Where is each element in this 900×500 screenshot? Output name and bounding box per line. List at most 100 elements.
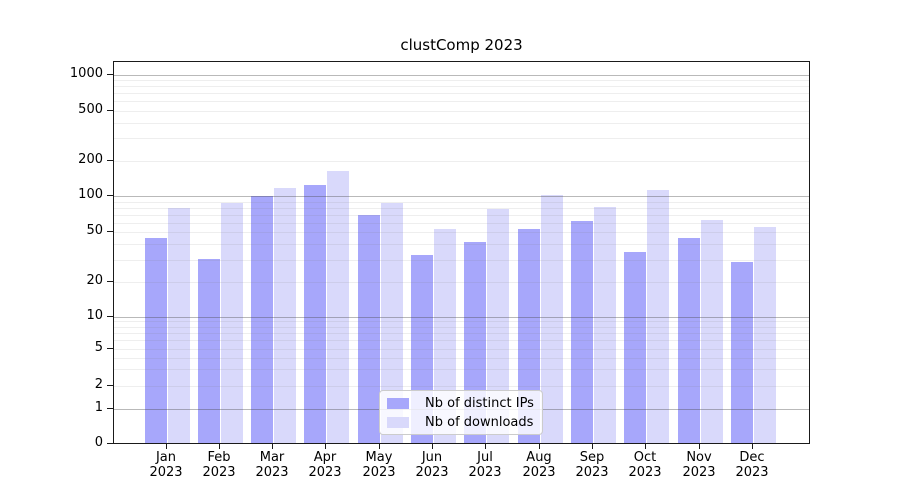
- x-tick-year: 2023: [202, 465, 236, 480]
- gridline-80: [114, 208, 809, 209]
- y-tick-mark-1000: [107, 74, 113, 75]
- x-tick-mark-feb-2023: [219, 444, 220, 449]
- legend-swatch-downloads: [387, 416, 409, 428]
- x-tick-mark-aug-2023: [539, 444, 540, 449]
- gridline-500: [114, 111, 809, 112]
- x-tick-month: Sep: [579, 450, 605, 465]
- y-tick-label-2: 2: [94, 377, 103, 392]
- gridline-900: [114, 80, 809, 81]
- x-tick-label-oct-2023: Oct 2023: [610, 450, 680, 480]
- x-tick-label-jan-2023: Jan 2023: [131, 450, 201, 480]
- x-tick-label-sep-2023: Sep 2023: [557, 450, 627, 480]
- gridline-5: [114, 349, 809, 350]
- x-tick-label-aug-2023: Aug 2023: [504, 450, 574, 480]
- y-tick-label-5: 5: [94, 340, 103, 355]
- gridline-1000: [114, 75, 809, 76]
- bar-downloads-nov-2023: [700, 219, 723, 443]
- bar-downloads-mar-2023: [274, 187, 297, 443]
- gridline-10: [114, 317, 809, 318]
- bar-downloads-jun-2023: [434, 228, 457, 443]
- bar-ips-nov-2023: [677, 237, 700, 443]
- bar-ips-feb-2023: [197, 258, 220, 443]
- gridline-800: [114, 86, 809, 87]
- bar-downloads-dec-2023: [753, 226, 776, 443]
- bar-downloads-oct-2023: [647, 189, 670, 443]
- y-tick-label-100: 100: [78, 187, 103, 202]
- legend-item-downloads: Nb of downloads: [387, 415, 542, 430]
- y-tick-label-200: 200: [78, 152, 103, 167]
- gridline-9: [114, 321, 809, 322]
- y-tick-mark-1: [107, 408, 113, 409]
- legend-item-distinct-ips: Nb of distinct IPs: [387, 396, 542, 411]
- x-tick-year: 2023: [415, 465, 449, 480]
- x-tick-year: 2023: [362, 465, 396, 480]
- x-tick-mark-nov-2023: [699, 444, 700, 449]
- x-tick-mark-oct-2023: [645, 444, 646, 449]
- gridline-8: [114, 327, 809, 328]
- x-tick-month: Nov: [686, 450, 712, 465]
- x-tick-month: Oct: [633, 450, 657, 465]
- x-tick-label-mar-2023: Mar 2023: [237, 450, 307, 480]
- gridline-2: [114, 386, 809, 387]
- x-tick-mark-jul-2023: [485, 444, 486, 449]
- bar-downloads-sep-2023: [594, 206, 616, 443]
- legend-swatch-distinct-ips: [387, 397, 409, 409]
- x-tick-month: Aug: [526, 450, 552, 465]
- y-tick-label-50: 50: [86, 223, 103, 238]
- gridline-3: [114, 369, 809, 370]
- x-tick-year: 2023: [735, 465, 769, 480]
- x-tick-year: 2023: [575, 465, 609, 480]
- gridline-30: [114, 260, 809, 261]
- legend-label-distinct-ips: Nb of distinct IPs: [425, 395, 534, 411]
- gridline-20: [114, 282, 809, 283]
- x-tick-mark-apr-2023: [325, 444, 326, 449]
- gridline-100: [114, 196, 809, 197]
- gridline-50: [114, 232, 809, 233]
- legend: Nb of distinct IPs Nb of downloads: [379, 390, 543, 435]
- y-tick-label-10: 10: [86, 308, 103, 323]
- bar-ips-mar-2023: [251, 196, 274, 443]
- y-tick-label-0: 0: [94, 435, 103, 450]
- gridline-400: [114, 123, 809, 124]
- gridline-40: [114, 244, 809, 245]
- x-tick-month: Feb: [207, 450, 231, 465]
- y-tick-mark-5: [107, 348, 113, 349]
- x-tick-year: 2023: [682, 465, 716, 480]
- x-tick-mark-sep-2023: [592, 444, 593, 449]
- bar-downloads-jul-2023: [487, 209, 510, 443]
- gridline-600: [114, 101, 809, 102]
- x-tick-label-apr-2023: Apr 2023: [290, 450, 360, 480]
- x-tick-month: Apr: [313, 450, 337, 465]
- bar-downloads-may-2023: [380, 203, 403, 443]
- bar-downloads-feb-2023: [220, 203, 243, 443]
- y-tick-mark-2: [107, 385, 113, 386]
- x-tick-mark-dec-2023: [752, 444, 753, 449]
- gridline-90: [114, 202, 809, 203]
- x-tick-year: 2023: [468, 465, 502, 480]
- x-tick-label-jul-2023: Jul 2023: [450, 450, 520, 480]
- y-tick-label-20: 20: [86, 273, 103, 288]
- y-tick-mark-50: [107, 231, 113, 232]
- x-tick-month: Dec: [739, 450, 765, 465]
- y-tick-mark-200: [107, 160, 113, 161]
- x-tick-mark-jun-2023: [432, 444, 433, 449]
- gridline-300: [114, 138, 809, 139]
- bar-ips-oct-2023: [624, 251, 647, 443]
- bar-ips-sep-2023: [571, 221, 593, 443]
- y-tick-label-500: 500: [78, 102, 103, 117]
- bar-downloads-apr-2023: [327, 170, 350, 443]
- x-tick-label-jun-2023: Jun 2023: [397, 450, 467, 480]
- x-tick-label-may-2023: May 2023: [344, 450, 414, 480]
- gridline-7: [114, 333, 809, 334]
- bar-ips-dec-2023: [730, 262, 753, 443]
- x-tick-month: Jan: [155, 450, 177, 465]
- y-tick-mark-10: [107, 316, 113, 317]
- chart-title: clustComp 2023: [400, 36, 523, 54]
- x-tick-mark-jan-2023: [166, 444, 167, 449]
- x-tick-year: 2023: [628, 465, 662, 480]
- y-tick-label-1: 1: [94, 400, 103, 415]
- x-tick-mark-mar-2023: [272, 444, 273, 449]
- y-tick-label-1000: 1000: [69, 66, 103, 81]
- x-tick-year: 2023: [149, 465, 183, 480]
- x-tick-label-nov-2023: Nov 2023: [664, 450, 734, 480]
